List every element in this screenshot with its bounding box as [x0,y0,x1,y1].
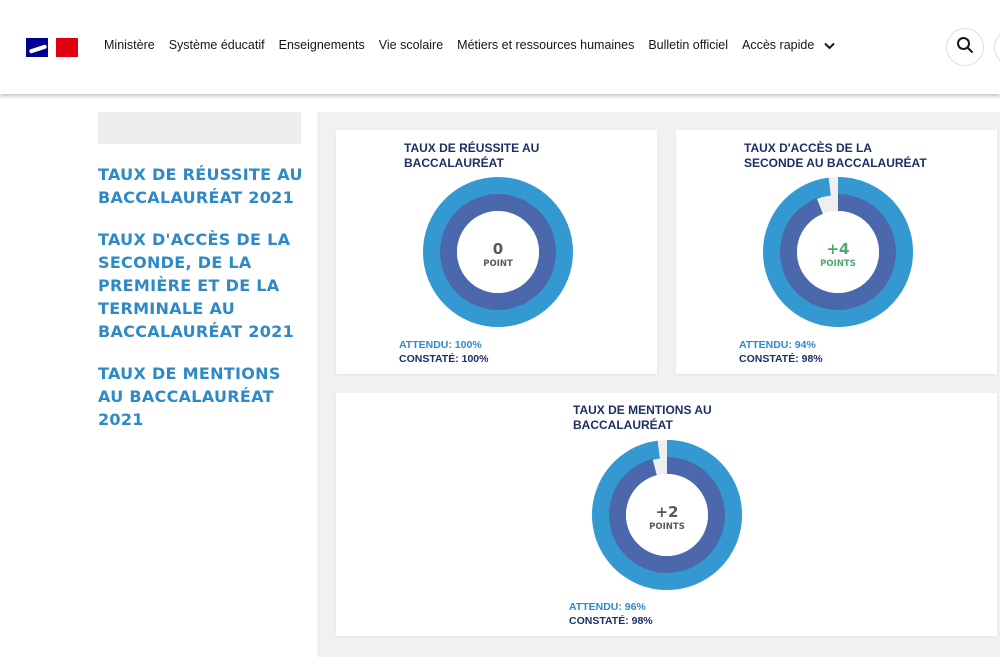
site-header: Ministère Système éducatif Enseignements… [0,0,1000,94]
attendu-value: ATTENDU: 100% [399,339,482,351]
attendu-value: ATTENDU: 96% [569,601,646,613]
menu-button[interactable] [994,28,1000,66]
attendu-value: ATTENDU: 94% [739,339,816,351]
card-title: TAUX DE RÉUSSITE AU BACCALAURÉAT [404,141,539,171]
card-acces: TAUX D'ACCÈS DE LA SECONDE AU BACCALAURÉ… [676,130,997,374]
nav-item-metiers-rh[interactable]: Métiers et ressources humaines [457,38,635,53]
card-title-line: TAUX DE RÉUSSITE AU [404,141,540,155]
delta-unit: POINTS [649,522,685,532]
delta-unit: POINTS [820,259,856,269]
nav-item-vie-scolaire[interactable]: Vie scolaire [378,38,444,53]
card-title: TAUX DE MENTIONS AU BACCALAURÉAT [573,403,712,433]
logo-white-band [48,38,56,57]
search-icon [956,36,974,59]
delta-value: +4 [826,240,849,258]
nav-item-ministere[interactable]: Ministère [104,38,155,53]
card-reussite: TAUX DE RÉUSSITE AU BACCALAURÉAT 0 POINT … [336,130,657,374]
attendu-ring [780,194,896,310]
delta-value: +2 [655,503,678,521]
nav-item-bulletin-officiel[interactable]: Bulletin officiel [648,38,729,53]
logo-red-band [56,38,78,57]
nav-item-acces-rapide[interactable]: Accès rapide [742,38,835,53]
constate-ring [763,177,913,327]
chevron-down-icon [824,39,835,53]
nav-item-acces-rapide-label: Accès rapide [742,38,815,52]
attendu-ring [609,457,725,573]
main-nav: Ministère Système éducatif Enseignements… [104,38,849,53]
constate-ring [423,177,573,327]
nav-item-enseignements[interactable]: Enseignements [278,38,365,53]
card-title-line: TAUX D'ACCÈS DE LA [744,141,872,155]
card-mentions: TAUX DE MENTIONS AU BACCALAURÉAT +2 POINT… [336,393,997,636]
sidebar-link-mentions[interactable]: TAUX DE MENTIONS AU BACCALAURÉAT 2021 [98,364,281,429]
search-button[interactable] [946,28,984,66]
card-title-line: BACCALAURÉAT [404,156,504,170]
sidebar-link-acces[interactable]: TAUX D'ACCÈS DE LA SECONDE, DE LA PREMIÈ… [98,230,295,341]
sidebar-placeholder [98,112,301,144]
donut-center [626,474,708,556]
card-title-line: BACCALAURÉAT [573,418,673,432]
card-title-line: TAUX DE MENTIONS AU [573,403,712,417]
republique-francaise-logo[interactable] [26,38,78,57]
card-title-line: SECONDE AU BACCALAURÉAT [744,156,927,170]
constate-value: CONSTATÉ: 100% [399,353,489,365]
donut-center [457,211,539,293]
card-title: TAUX D'ACCÈS DE LA SECONDE AU BACCALAURÉ… [744,141,927,171]
constate-value: CONSTATÉ: 98% [569,615,653,627]
sidebar-link-reussite[interactable]: TAUX DE RÉUSSITE AU BACCALAURÉAT 2021 [98,165,303,207]
sidebar-links: TAUX DE RÉUSSITE AU BACCALAURÉAT 2021 TA… [98,163,308,450]
constate-value: CONSTATÉ: 98% [739,353,823,365]
constate-ring [592,440,742,590]
donut-center [797,211,879,293]
logo-blue-band [26,38,48,57]
delta-unit: POINT [483,259,513,269]
delta-value: 0 [493,240,503,258]
attendu-ring [440,194,556,310]
nav-item-systeme-educatif[interactable]: Système éducatif [168,38,265,53]
